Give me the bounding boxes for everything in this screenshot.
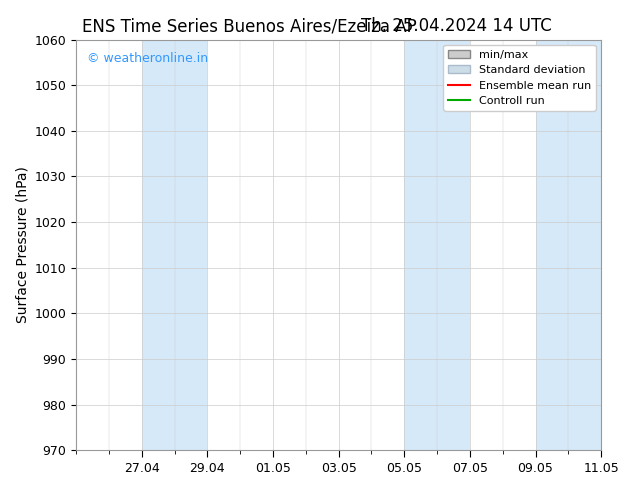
Bar <box>142 40 207 450</box>
Text: ENS Time Series Buenos Aires/Ezeiza AP: ENS Time Series Buenos Aires/Ezeiza AP <box>82 17 417 35</box>
Text: © weatheronline.in: © weatheronline.in <box>87 52 208 65</box>
Bar <box>536 40 601 450</box>
Text: Th. 25.04.2024 14 UTC: Th. 25.04.2024 14 UTC <box>361 17 552 35</box>
Bar <box>404 40 470 450</box>
Y-axis label: Surface Pressure (hPa): Surface Pressure (hPa) <box>15 167 29 323</box>
Legend: min/max, Standard deviation, Ensemble mean run, Controll run: min/max, Standard deviation, Ensemble me… <box>443 45 595 111</box>
